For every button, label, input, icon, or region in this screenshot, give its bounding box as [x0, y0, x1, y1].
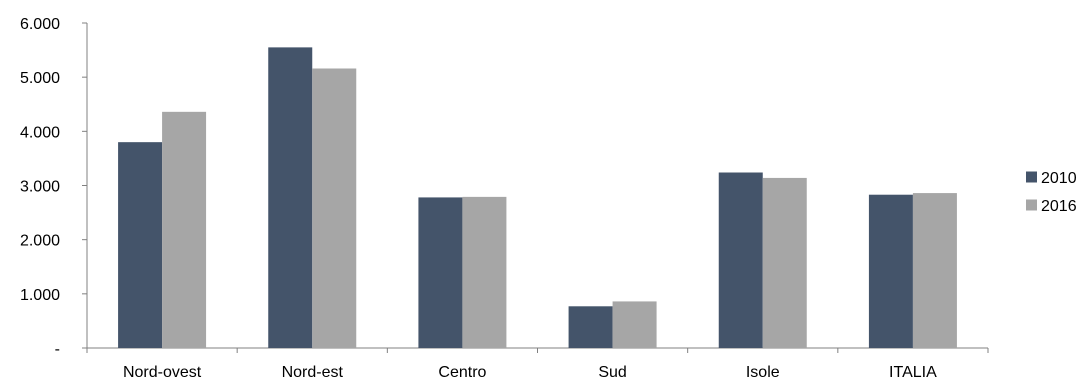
x-tick-label: Nord-est — [282, 364, 344, 381]
y-tick-label: - — [55, 341, 60, 358]
x-tick-label: Centro — [438, 364, 486, 381]
y-tick-label: 6.000 — [20, 16, 60, 33]
y-tick-label: 3.000 — [20, 179, 60, 196]
legend-label-2016: 2016 — [1041, 198, 1077, 215]
bar-2010-nord-ovest — [118, 142, 163, 348]
y-tick-label: 5.000 — [20, 70, 60, 87]
y-tick-label: 4.000 — [20, 124, 60, 141]
bar-2016-nord-ovest — [162, 111, 207, 348]
bar-2010-centro — [418, 197, 463, 348]
legend-label-2010: 2010 — [1041, 170, 1077, 187]
x-tick-label: Nord-ovest — [123, 364, 202, 381]
x-tick-label: Isole — [746, 364, 780, 381]
legend-swatch-2016 — [1026, 199, 1037, 211]
y-tick-label: 1.000 — [20, 287, 60, 304]
x-tick-label: Sud — [598, 364, 626, 381]
bars — [118, 47, 957, 348]
y-axis: - 1.000 2.000 3.000 4.000 5.000 6.000 — [20, 16, 88, 358]
bar-2016-sud — [612, 301, 657, 348]
bar-2016-italia — [912, 193, 957, 348]
x-tick-label: ITALIA — [889, 364, 937, 381]
legend: 2010 2016 — [1026, 170, 1077, 215]
bar-2010-sud — [568, 306, 613, 348]
y-tick-label: 2.000 — [20, 233, 60, 250]
bar-2016-centro — [462, 196, 507, 348]
bar-2010-isole — [718, 172, 763, 348]
bar-2010-italia — [868, 194, 913, 348]
x-axis: Nord-ovest Nord-est Centro Sud Isole ITALIA — [86, 347, 989, 381]
bar-2010-nord-est — [268, 47, 313, 348]
bar-2016-nord-est — [312, 68, 357, 348]
bar-2016-isole — [762, 177, 807, 348]
legend-swatch-2010 — [1026, 171, 1037, 183]
